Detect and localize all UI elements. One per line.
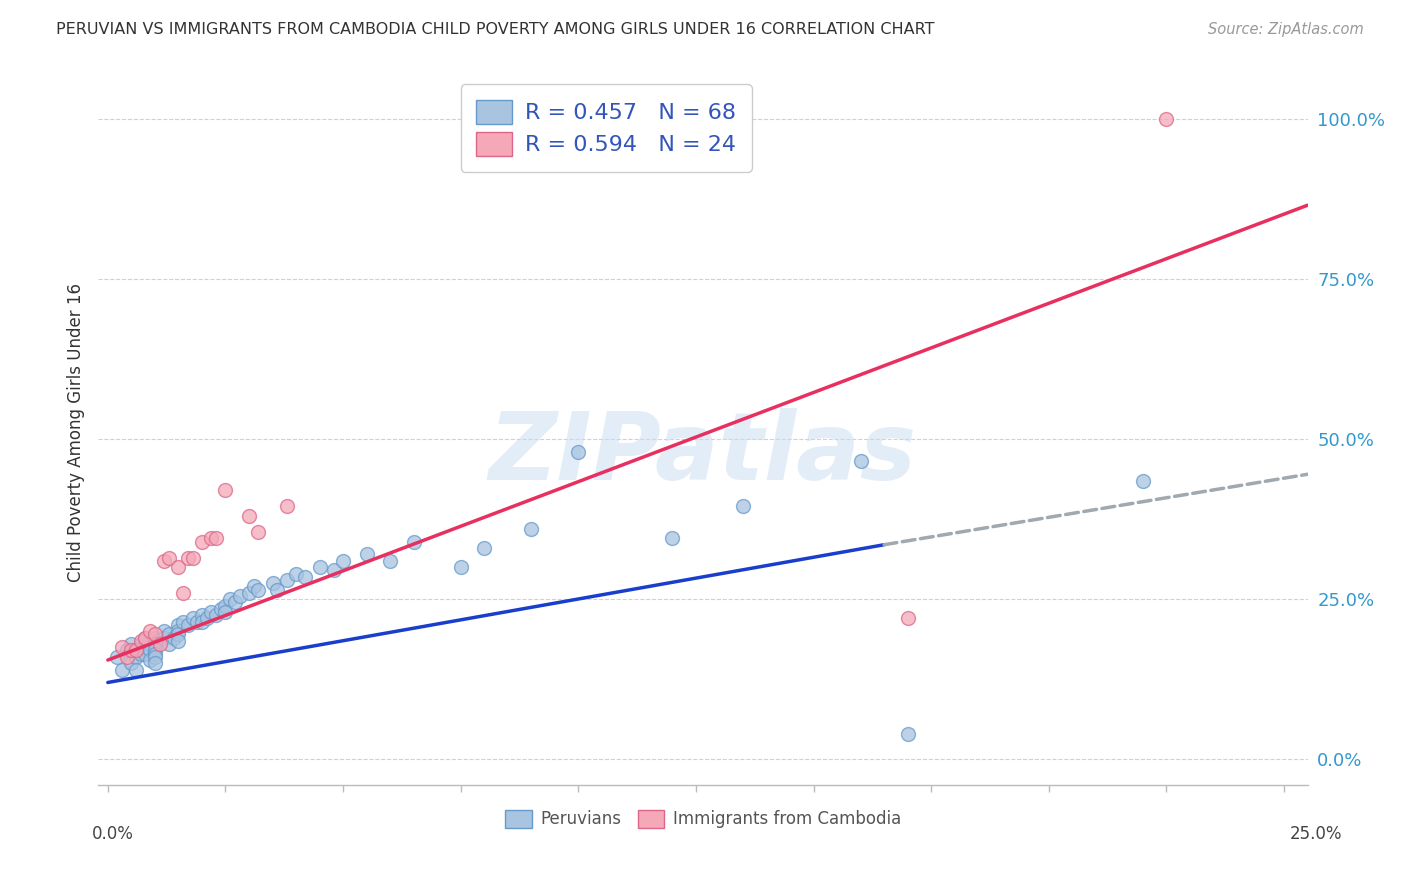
Y-axis label: Child Poverty Among Girls Under 16: Child Poverty Among Girls Under 16	[66, 283, 84, 582]
Point	[143, 647, 166, 661]
Point	[186, 615, 208, 629]
Text: ZIPatlas: ZIPatlas	[489, 408, 917, 500]
Point	[200, 605, 222, 619]
Point	[134, 647, 156, 661]
Point	[1156, 112, 1178, 126]
Point	[139, 624, 162, 639]
Point	[262, 576, 284, 591]
Point	[157, 627, 180, 641]
Point	[167, 633, 190, 648]
Point	[125, 649, 148, 664]
Text: 25.0%: 25.0%	[1291, 825, 1343, 843]
Point	[167, 617, 190, 632]
Point	[238, 508, 260, 523]
Point	[238, 586, 260, 600]
Point	[153, 624, 176, 639]
Point	[143, 637, 166, 651]
Point	[214, 599, 236, 613]
Point	[157, 637, 180, 651]
Text: Source: ZipAtlas.com: Source: ZipAtlas.com	[1208, 22, 1364, 37]
Point	[167, 627, 190, 641]
Point	[129, 633, 152, 648]
Point	[191, 615, 214, 629]
Point	[1132, 474, 1154, 488]
Point	[167, 624, 190, 639]
Point	[153, 631, 176, 645]
Point	[195, 611, 218, 625]
Point	[308, 560, 330, 574]
Point	[242, 579, 264, 593]
Legend: Peruvians, Immigrants from Cambodia: Peruvians, Immigrants from Cambodia	[494, 798, 912, 840]
Point	[172, 586, 194, 600]
Text: 0.0%: 0.0%	[91, 825, 134, 843]
Point	[897, 727, 920, 741]
Point	[181, 611, 204, 625]
Point	[322, 563, 344, 577]
Point	[167, 560, 190, 574]
Point	[134, 631, 156, 645]
Point	[378, 554, 401, 568]
Point	[294, 570, 316, 584]
Point	[205, 532, 228, 546]
Point	[472, 541, 495, 555]
Text: PERUVIAN VS IMMIGRANTS FROM CAMBODIA CHILD POVERTY AMONG GIRLS UNDER 16 CORRELAT: PERUVIAN VS IMMIGRANTS FROM CAMBODIA CHI…	[56, 22, 935, 37]
Point	[276, 500, 298, 514]
Point	[139, 643, 162, 657]
Point	[219, 592, 242, 607]
Point	[897, 611, 920, 625]
Point	[125, 643, 148, 657]
Point	[111, 663, 134, 677]
Point	[661, 532, 683, 546]
Point	[450, 560, 472, 574]
Point	[247, 524, 270, 539]
Point	[172, 615, 194, 629]
Point	[129, 647, 152, 661]
Point	[143, 649, 166, 664]
Point	[567, 445, 589, 459]
Point	[849, 454, 872, 468]
Point	[129, 637, 152, 651]
Point	[120, 657, 142, 671]
Point	[520, 522, 543, 536]
Point	[157, 550, 180, 565]
Point	[120, 637, 142, 651]
Point	[181, 550, 204, 565]
Point	[356, 547, 378, 561]
Point	[214, 605, 236, 619]
Point	[191, 608, 214, 623]
Point	[134, 631, 156, 645]
Point	[120, 643, 142, 657]
Point	[115, 649, 138, 664]
Point	[143, 657, 166, 671]
Point	[276, 573, 298, 587]
Point	[134, 640, 156, 655]
Point	[125, 663, 148, 677]
Point	[205, 608, 228, 623]
Point	[115, 643, 138, 657]
Point	[177, 617, 200, 632]
Point	[200, 532, 222, 546]
Point	[105, 649, 128, 664]
Point	[247, 582, 270, 597]
Point	[143, 643, 166, 657]
Point	[111, 640, 134, 655]
Point	[224, 595, 246, 609]
Point	[266, 582, 288, 597]
Point	[402, 534, 425, 549]
Point	[177, 550, 200, 565]
Point	[285, 566, 308, 581]
Point	[139, 637, 162, 651]
Point	[153, 554, 176, 568]
Point	[191, 534, 214, 549]
Point	[228, 589, 250, 603]
Point	[332, 554, 354, 568]
Point	[139, 653, 162, 667]
Point	[163, 631, 186, 645]
Point	[214, 483, 236, 498]
Point	[143, 627, 166, 641]
Point	[149, 637, 172, 651]
Point	[209, 601, 232, 615]
Point	[731, 500, 754, 514]
Point	[143, 631, 166, 645]
